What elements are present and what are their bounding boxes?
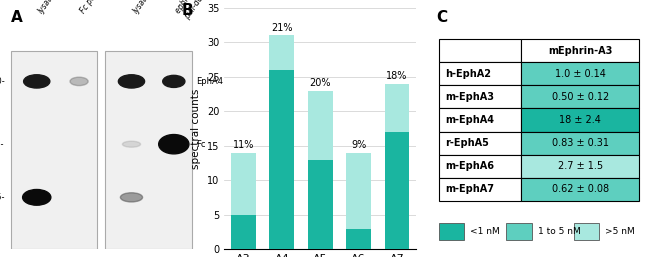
Ellipse shape bbox=[23, 189, 51, 205]
Text: m-EphA3: m-EphA3 bbox=[445, 92, 494, 102]
Bar bbox=[346, 228, 371, 249]
Bar bbox=[521, 178, 640, 201]
Bar bbox=[269, 35, 294, 70]
Bar bbox=[10, 51, 98, 249]
Bar bbox=[439, 39, 521, 62]
Ellipse shape bbox=[23, 75, 50, 88]
Bar bbox=[574, 223, 599, 240]
Text: 21%: 21% bbox=[271, 23, 293, 33]
Text: A: A bbox=[10, 10, 22, 25]
Text: 20%: 20% bbox=[309, 78, 331, 88]
Text: 18%: 18% bbox=[386, 71, 408, 81]
Text: 1 to 5 nM: 1 to 5 nM bbox=[538, 227, 580, 236]
Text: r-EphA5: r-EphA5 bbox=[445, 138, 489, 148]
Text: mEphrin-A3: mEphrin-A3 bbox=[548, 46, 612, 56]
Ellipse shape bbox=[70, 77, 88, 86]
Text: 9%: 9% bbox=[351, 140, 366, 150]
Bar bbox=[439, 155, 521, 178]
Bar bbox=[346, 153, 371, 228]
Text: 1.0 ± 0.14: 1.0 ± 0.14 bbox=[554, 69, 606, 79]
Text: 18 ± 2.4: 18 ± 2.4 bbox=[559, 115, 601, 125]
Bar bbox=[439, 132, 521, 155]
Ellipse shape bbox=[162, 75, 185, 87]
Text: 40-: 40- bbox=[0, 140, 5, 149]
Ellipse shape bbox=[120, 193, 142, 202]
Bar bbox=[439, 108, 521, 132]
Text: ephrin-A3 Fc
pull-down: ephrin-A3 Fc pull-down bbox=[174, 0, 218, 21]
Text: 0.62 ± 0.08: 0.62 ± 0.08 bbox=[552, 185, 608, 194]
Ellipse shape bbox=[159, 135, 189, 154]
Bar bbox=[521, 62, 640, 85]
Bar bbox=[521, 155, 640, 178]
Y-axis label: spectral counts: spectral counts bbox=[191, 88, 202, 169]
Bar bbox=[231, 215, 256, 249]
Ellipse shape bbox=[122, 141, 140, 147]
Text: Fc: Fc bbox=[196, 140, 205, 149]
Text: 0.50 ± 0.12: 0.50 ± 0.12 bbox=[551, 92, 609, 102]
Text: m-EphA4: m-EphA4 bbox=[445, 115, 494, 125]
Text: m-EphA6: m-EphA6 bbox=[445, 161, 494, 171]
Text: h-EphA2: h-EphA2 bbox=[445, 69, 491, 79]
Bar bbox=[385, 132, 410, 249]
Bar bbox=[231, 153, 256, 215]
Bar bbox=[521, 132, 640, 155]
Bar bbox=[307, 90, 333, 160]
Text: 2.7 ± 1.5: 2.7 ± 1.5 bbox=[558, 161, 603, 171]
Text: 11%: 11% bbox=[233, 140, 254, 150]
Text: EphA4: EphA4 bbox=[196, 77, 223, 86]
Bar bbox=[521, 39, 640, 62]
Text: lysate: lysate bbox=[131, 0, 152, 15]
Text: lysate: lysate bbox=[37, 0, 57, 15]
Text: >5 nM: >5 nM bbox=[606, 227, 635, 236]
Text: m-EphA7: m-EphA7 bbox=[445, 185, 494, 194]
Bar bbox=[439, 62, 521, 85]
Text: B: B bbox=[182, 3, 194, 18]
Text: 120-: 120- bbox=[0, 77, 5, 86]
Bar bbox=[506, 223, 532, 240]
Ellipse shape bbox=[118, 75, 144, 88]
Text: Fc pull-down: Fc pull-down bbox=[79, 0, 114, 15]
Bar bbox=[105, 51, 192, 249]
Bar bbox=[439, 223, 464, 240]
Bar bbox=[521, 85, 640, 108]
Bar bbox=[521, 108, 640, 132]
Text: 25-: 25- bbox=[0, 193, 5, 202]
Bar bbox=[269, 70, 294, 249]
Text: C: C bbox=[437, 10, 448, 25]
Bar bbox=[385, 84, 410, 132]
Text: <1 nM: <1 nM bbox=[471, 227, 500, 236]
Bar bbox=[439, 85, 521, 108]
Text: 0.83 ± 0.31: 0.83 ± 0.31 bbox=[552, 138, 608, 148]
Bar bbox=[307, 160, 333, 249]
Bar bbox=[439, 178, 521, 201]
